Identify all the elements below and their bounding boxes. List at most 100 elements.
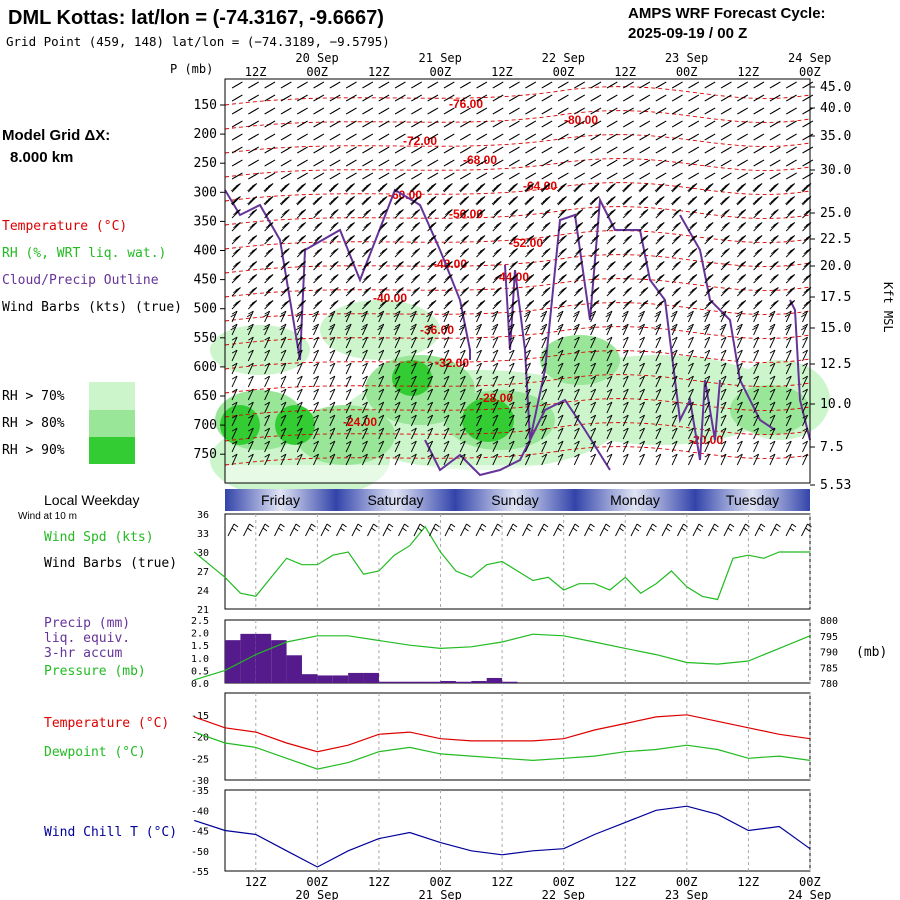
wind-barb bbox=[345, 427, 352, 440]
wind-barb-flag bbox=[428, 250, 435, 255]
wind-barb bbox=[394, 120, 406, 128]
wind-barb-flag bbox=[379, 198, 386, 203]
wind-barb bbox=[785, 274, 796, 284]
wind-barb bbox=[785, 120, 797, 128]
wind-barb bbox=[574, 172, 585, 180]
wind-barb-shaft bbox=[769, 287, 779, 297]
wind-barb bbox=[671, 81, 683, 89]
wind-barb bbox=[590, 401, 597, 414]
wind-barb-flag bbox=[248, 440, 254, 445]
wind-barb-shaft bbox=[720, 375, 727, 388]
wind-barb-flag bbox=[756, 196, 763, 200]
wind-barb bbox=[720, 196, 730, 206]
wind-barb-flag bbox=[577, 274, 584, 278]
wind-barb bbox=[492, 209, 502, 219]
wind-barb-flag bbox=[753, 162, 760, 167]
wind-barb bbox=[622, 453, 629, 466]
wind-barb bbox=[704, 261, 714, 271]
wind-barb bbox=[410, 362, 417, 375]
wind-barb-flag bbox=[443, 84, 450, 89]
wind-barb-flag bbox=[606, 136, 613, 141]
wind-barb-flag bbox=[608, 185, 614, 190]
wind-barb-flag bbox=[347, 289, 353, 294]
wind-barb-flag bbox=[786, 401, 792, 406]
wind-barb bbox=[508, 388, 515, 401]
wind-barb bbox=[671, 222, 681, 232]
wind-barb bbox=[590, 248, 600, 258]
wind-barb bbox=[622, 401, 629, 414]
wind-barb-flag bbox=[427, 123, 434, 128]
wind-barb-flag bbox=[300, 235, 306, 239]
wind-barb-flag bbox=[769, 440, 776, 445]
wind-barb-flag bbox=[512, 287, 518, 291]
wind-barb-flag bbox=[508, 200, 514, 205]
wind-barb-flag bbox=[802, 427, 808, 432]
surface-wind-barb bbox=[429, 523, 440, 537]
wind-barb bbox=[769, 248, 779, 258]
wind-barb-flag bbox=[284, 222, 290, 226]
wind-barb bbox=[573, 274, 584, 284]
wind-barb-shaft bbox=[345, 209, 355, 219]
wind-barb-flag bbox=[235, 196, 241, 200]
wind-barb-shaft bbox=[492, 440, 499, 453]
wind-barb-shaft bbox=[622, 375, 629, 388]
wind-barb bbox=[704, 235, 714, 245]
wind-barb-shaft bbox=[704, 274, 714, 284]
wind-barb bbox=[638, 323, 645, 336]
wind-barb-flag bbox=[346, 149, 352, 154]
wind-barb-flag bbox=[509, 123, 515, 128]
dewpoint-label: Dewpoint (°C) bbox=[44, 745, 146, 760]
wind-barb-shaft bbox=[524, 440, 531, 453]
wind-barb-flag bbox=[426, 200, 433, 205]
wind-barb-flag bbox=[363, 289, 369, 294]
wind-barb-shaft bbox=[361, 401, 368, 414]
wind-barb-flag bbox=[786, 388, 792, 393]
wind-barb-flag bbox=[768, 326, 774, 331]
wind-barb-flag bbox=[574, 110, 580, 115]
wind-barb-flag bbox=[460, 362, 466, 367]
wind-barb-shaft bbox=[247, 222, 258, 232]
wind-barb-shaft bbox=[525, 209, 535, 219]
wind-barb-flag bbox=[428, 211, 435, 216]
wind-barb-flag bbox=[447, 248, 453, 252]
wind-barb-shaft bbox=[785, 375, 792, 388]
wind-barb-flag bbox=[362, 388, 368, 393]
wind-barb bbox=[606, 248, 616, 258]
wind-barb-flag bbox=[787, 211, 793, 216]
wind-barb-flag bbox=[591, 250, 598, 255]
wind-barb-flag bbox=[670, 313, 677, 318]
wind-barb-flag bbox=[673, 289, 679, 294]
wind-barb-flag bbox=[574, 362, 580, 367]
wind-barb-flag bbox=[738, 224, 744, 229]
wind-barb-flag bbox=[626, 209, 632, 213]
wind-barb-shaft bbox=[394, 375, 401, 388]
wind-barb bbox=[362, 133, 374, 141]
wind-barb bbox=[231, 453, 238, 466]
wind-barb bbox=[671, 287, 681, 297]
wind-barb-flag bbox=[786, 362, 792, 367]
wind-barb bbox=[231, 401, 238, 414]
wind-barb-flag bbox=[689, 289, 695, 294]
wind-barb-flag bbox=[705, 263, 712, 268]
wind-barb-flag bbox=[769, 414, 776, 419]
wind-barb bbox=[296, 274, 307, 284]
wind-barb-shaft bbox=[753, 362, 760, 375]
wind-barb-shaft bbox=[231, 336, 238, 349]
wind-barb-shaft bbox=[736, 388, 743, 401]
wind-barb-shaft bbox=[671, 248, 681, 258]
wind-barb-shaft bbox=[492, 349, 499, 362]
wind-barb-flag bbox=[450, 523, 456, 528]
wind-barb-shaft bbox=[622, 323, 629, 336]
wind-barb-shaft bbox=[708, 523, 715, 537]
kft-axis-label: Kft MSL bbox=[881, 282, 895, 333]
wind-barb bbox=[655, 388, 662, 401]
wind-barb-shaft bbox=[753, 323, 760, 336]
wind-barb bbox=[541, 362, 548, 375]
wind-barb bbox=[704, 336, 711, 349]
wind-barb bbox=[313, 81, 325, 89]
wind-barb-flag bbox=[443, 375, 450, 380]
wind-barb bbox=[737, 81, 748, 89]
wind-barb-shaft bbox=[573, 209, 584, 219]
wind-barb bbox=[443, 209, 453, 219]
wind-barb-flag bbox=[378, 336, 385, 341]
